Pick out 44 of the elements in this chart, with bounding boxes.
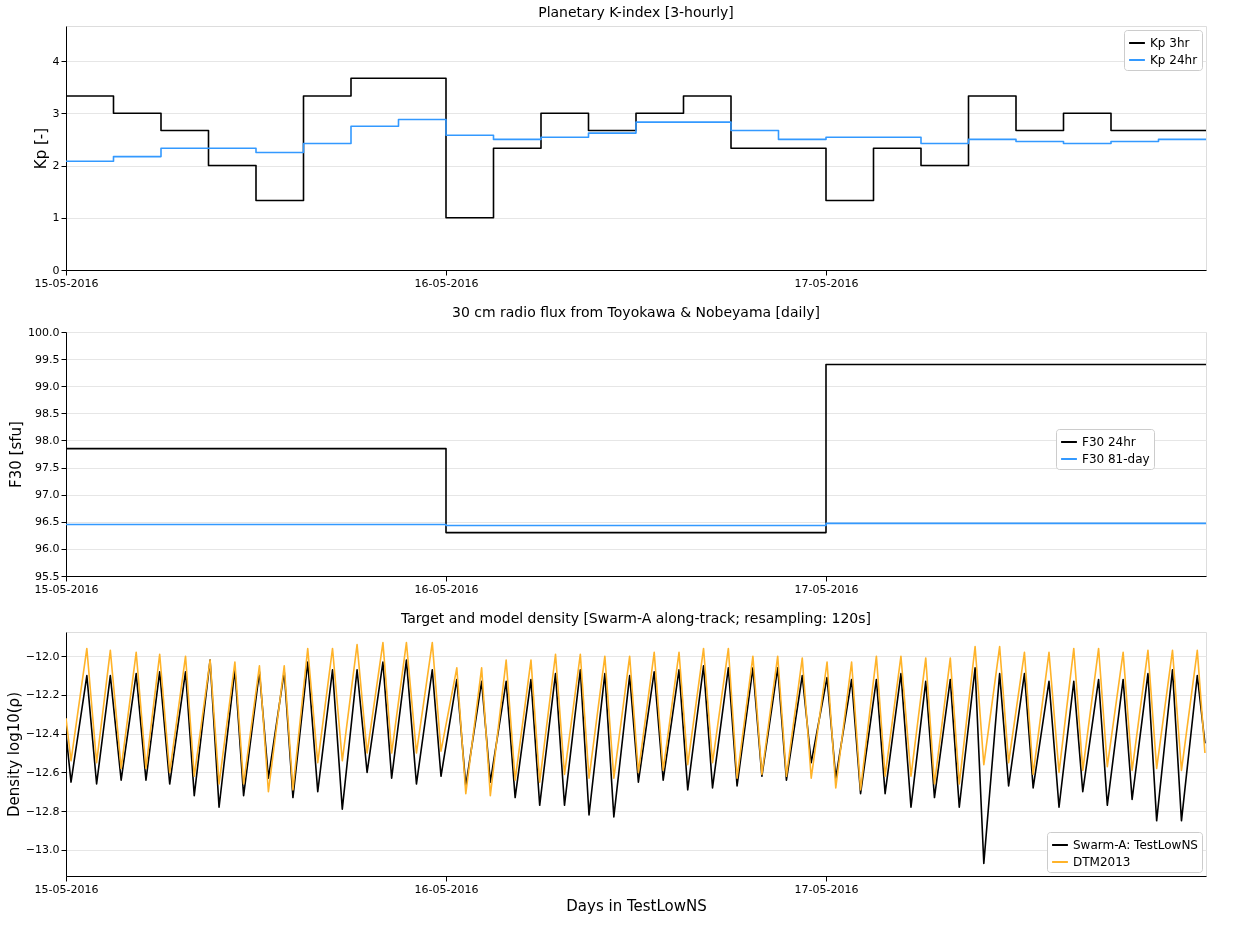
legend-label: F30 24hr [1082,435,1136,449]
y-tick-label: 95.5 [35,569,60,583]
line-series [66,641,1206,797]
legend-label: Kp 24hr [1150,53,1198,67]
legend-label: F30 81-day [1082,452,1150,466]
legend-label: Kp 3hr [1150,36,1190,50]
x-tick-label: 17-05-2016 [794,582,859,596]
chart-title: Target and model density [Swarm-A along-track; resampling: 120s] [400,610,871,626]
chart-title: 30 cm radio flux from Toyokawa & Nobeyama [daily] [451,304,821,320]
y-tick-label: 97.5 [35,461,60,475]
legend-label: Swarm-A: TestLowNS [1073,838,1198,852]
y-tick-label: 99.5 [35,352,60,366]
y-tick-label: 97.0 [35,488,60,502]
x-tick-label: 15-05-2016 [34,882,99,896]
chart-title: Planetary K-index [3-hourly] [538,4,734,20]
y-tick-label: −12.4 [25,727,60,741]
y-axis-title: F30 [sfu] [7,421,26,488]
x-tick-label: 16-05-2016 [414,882,479,896]
y-tick-label: 99.0 [35,379,60,393]
y-tick-label: 1 [52,211,60,225]
y-tick-label: 96.0 [35,542,60,556]
y-tick-label: 3 [52,106,60,120]
y-tick-label: −12.2 [25,688,60,702]
y-axis-title: Kp [-] [31,127,50,170]
y-tick-label: −12.6 [25,765,60,779]
y-tick-label: −13.0 [25,843,60,857]
y-tick-label: −12.0 [25,649,60,663]
x-tick-label: 15-05-2016 [34,582,99,596]
y-axis-title: Density log10(ρ) [4,692,23,817]
y-tick-label: 98.0 [35,433,60,447]
y-tick-label: 96.5 [35,515,60,529]
x-axis-title: Days in TestLowNS [566,896,707,915]
x-tick-label: 17-05-2016 [794,882,859,896]
y-tick-label: 4 [52,54,60,68]
y-tick-label: 0 [52,263,60,277]
y-tick-label: 100.0 [28,325,60,339]
x-tick-label: 15-05-2016 [34,276,99,290]
y-tick-label: −12.8 [25,804,60,818]
legend-label: DTM2013 [1073,855,1131,869]
x-tick-label: 16-05-2016 [414,276,479,290]
x-tick-label: 16-05-2016 [414,582,479,596]
x-tick-label: 17-05-2016 [794,276,859,290]
y-tick-label: 2 [52,159,60,172]
y-tick-label: 98.5 [35,406,60,420]
